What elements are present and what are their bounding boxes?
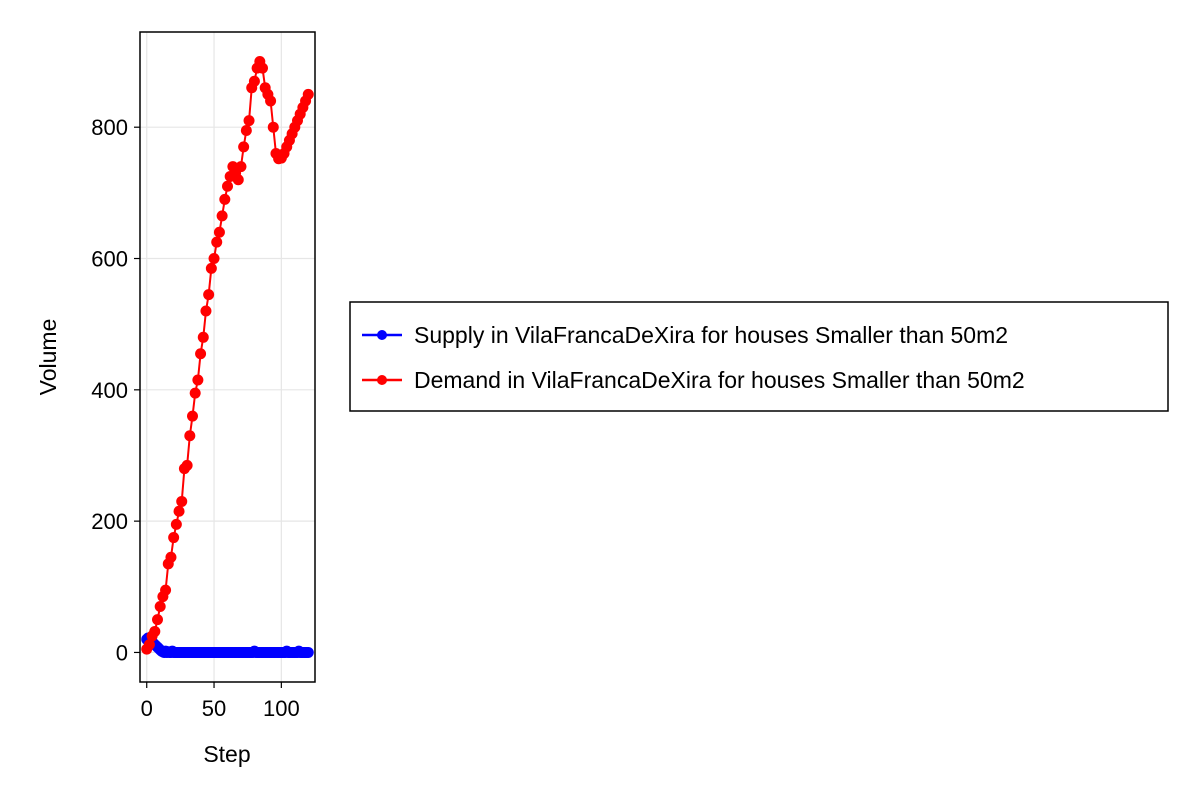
y-tick-label: 0 bbox=[116, 640, 128, 665]
legend-label-demand: Demand in VilaFrancaDeXira for houses Sm… bbox=[414, 367, 1025, 393]
data-point bbox=[265, 95, 277, 107]
data-point bbox=[243, 115, 255, 127]
data-point bbox=[165, 551, 177, 563]
data-point bbox=[176, 495, 188, 507]
legend-swatch-marker-demand bbox=[377, 375, 387, 385]
legend-box bbox=[349, 301, 1169, 412]
data-point bbox=[222, 180, 233, 192]
data-point bbox=[213, 226, 225, 238]
data-point bbox=[154, 600, 166, 612]
data-point bbox=[173, 505, 185, 517]
legend: Supply in VilaFrancaDeXira for houses Sm… bbox=[349, 301, 1169, 412]
x-axis-label: Step bbox=[203, 741, 250, 767]
data-point bbox=[197, 331, 209, 343]
data-point bbox=[187, 410, 198, 422]
y-axis-label: Volume bbox=[35, 319, 61, 396]
data-point bbox=[232, 174, 244, 186]
plot-frame bbox=[139, 31, 316, 683]
data-point bbox=[257, 62, 268, 74]
x-tick-label: 0 bbox=[141, 696, 153, 721]
data-point bbox=[216, 210, 228, 222]
data-point bbox=[152, 614, 163, 626]
ticks: 0 50 100 0 200 400 600 800 bbox=[91, 115, 299, 721]
data-point bbox=[208, 253, 220, 265]
data-point bbox=[192, 374, 204, 386]
data-point bbox=[248, 75, 260, 87]
data-point bbox=[160, 584, 172, 596]
data-point bbox=[184, 430, 196, 442]
data-point bbox=[235, 161, 247, 173]
legend-swatch-marker-supply bbox=[377, 330, 387, 340]
data-point bbox=[219, 193, 231, 205]
y-tick-label: 200 bbox=[91, 509, 128, 534]
data-point bbox=[149, 625, 161, 637]
data-point bbox=[168, 532, 180, 544]
data-point bbox=[267, 121, 279, 133]
data-point bbox=[205, 262, 217, 274]
x-tick-label: 100 bbox=[263, 696, 300, 721]
data-point bbox=[181, 459, 193, 471]
data-point bbox=[170, 518, 182, 530]
data-point bbox=[189, 387, 201, 399]
data-point bbox=[211, 236, 223, 248]
series-layer bbox=[141, 56, 314, 658]
data-point bbox=[302, 646, 314, 658]
grid bbox=[140, 32, 315, 682]
data-point bbox=[143, 639, 155, 651]
data-point bbox=[203, 289, 215, 301]
legend-label-supply: Supply in VilaFrancaDeXira for houses Sm… bbox=[414, 322, 1008, 348]
data-point bbox=[238, 141, 250, 153]
data-point bbox=[195, 348, 207, 360]
x-tick-label: 50 bbox=[202, 696, 226, 721]
data-point bbox=[200, 305, 212, 317]
y-tick-label: 600 bbox=[91, 247, 128, 272]
data-point bbox=[302, 88, 314, 100]
data-point bbox=[240, 124, 252, 136]
y-tick-label: 800 bbox=[91, 115, 128, 140]
y-tick-label: 400 bbox=[91, 378, 128, 403]
